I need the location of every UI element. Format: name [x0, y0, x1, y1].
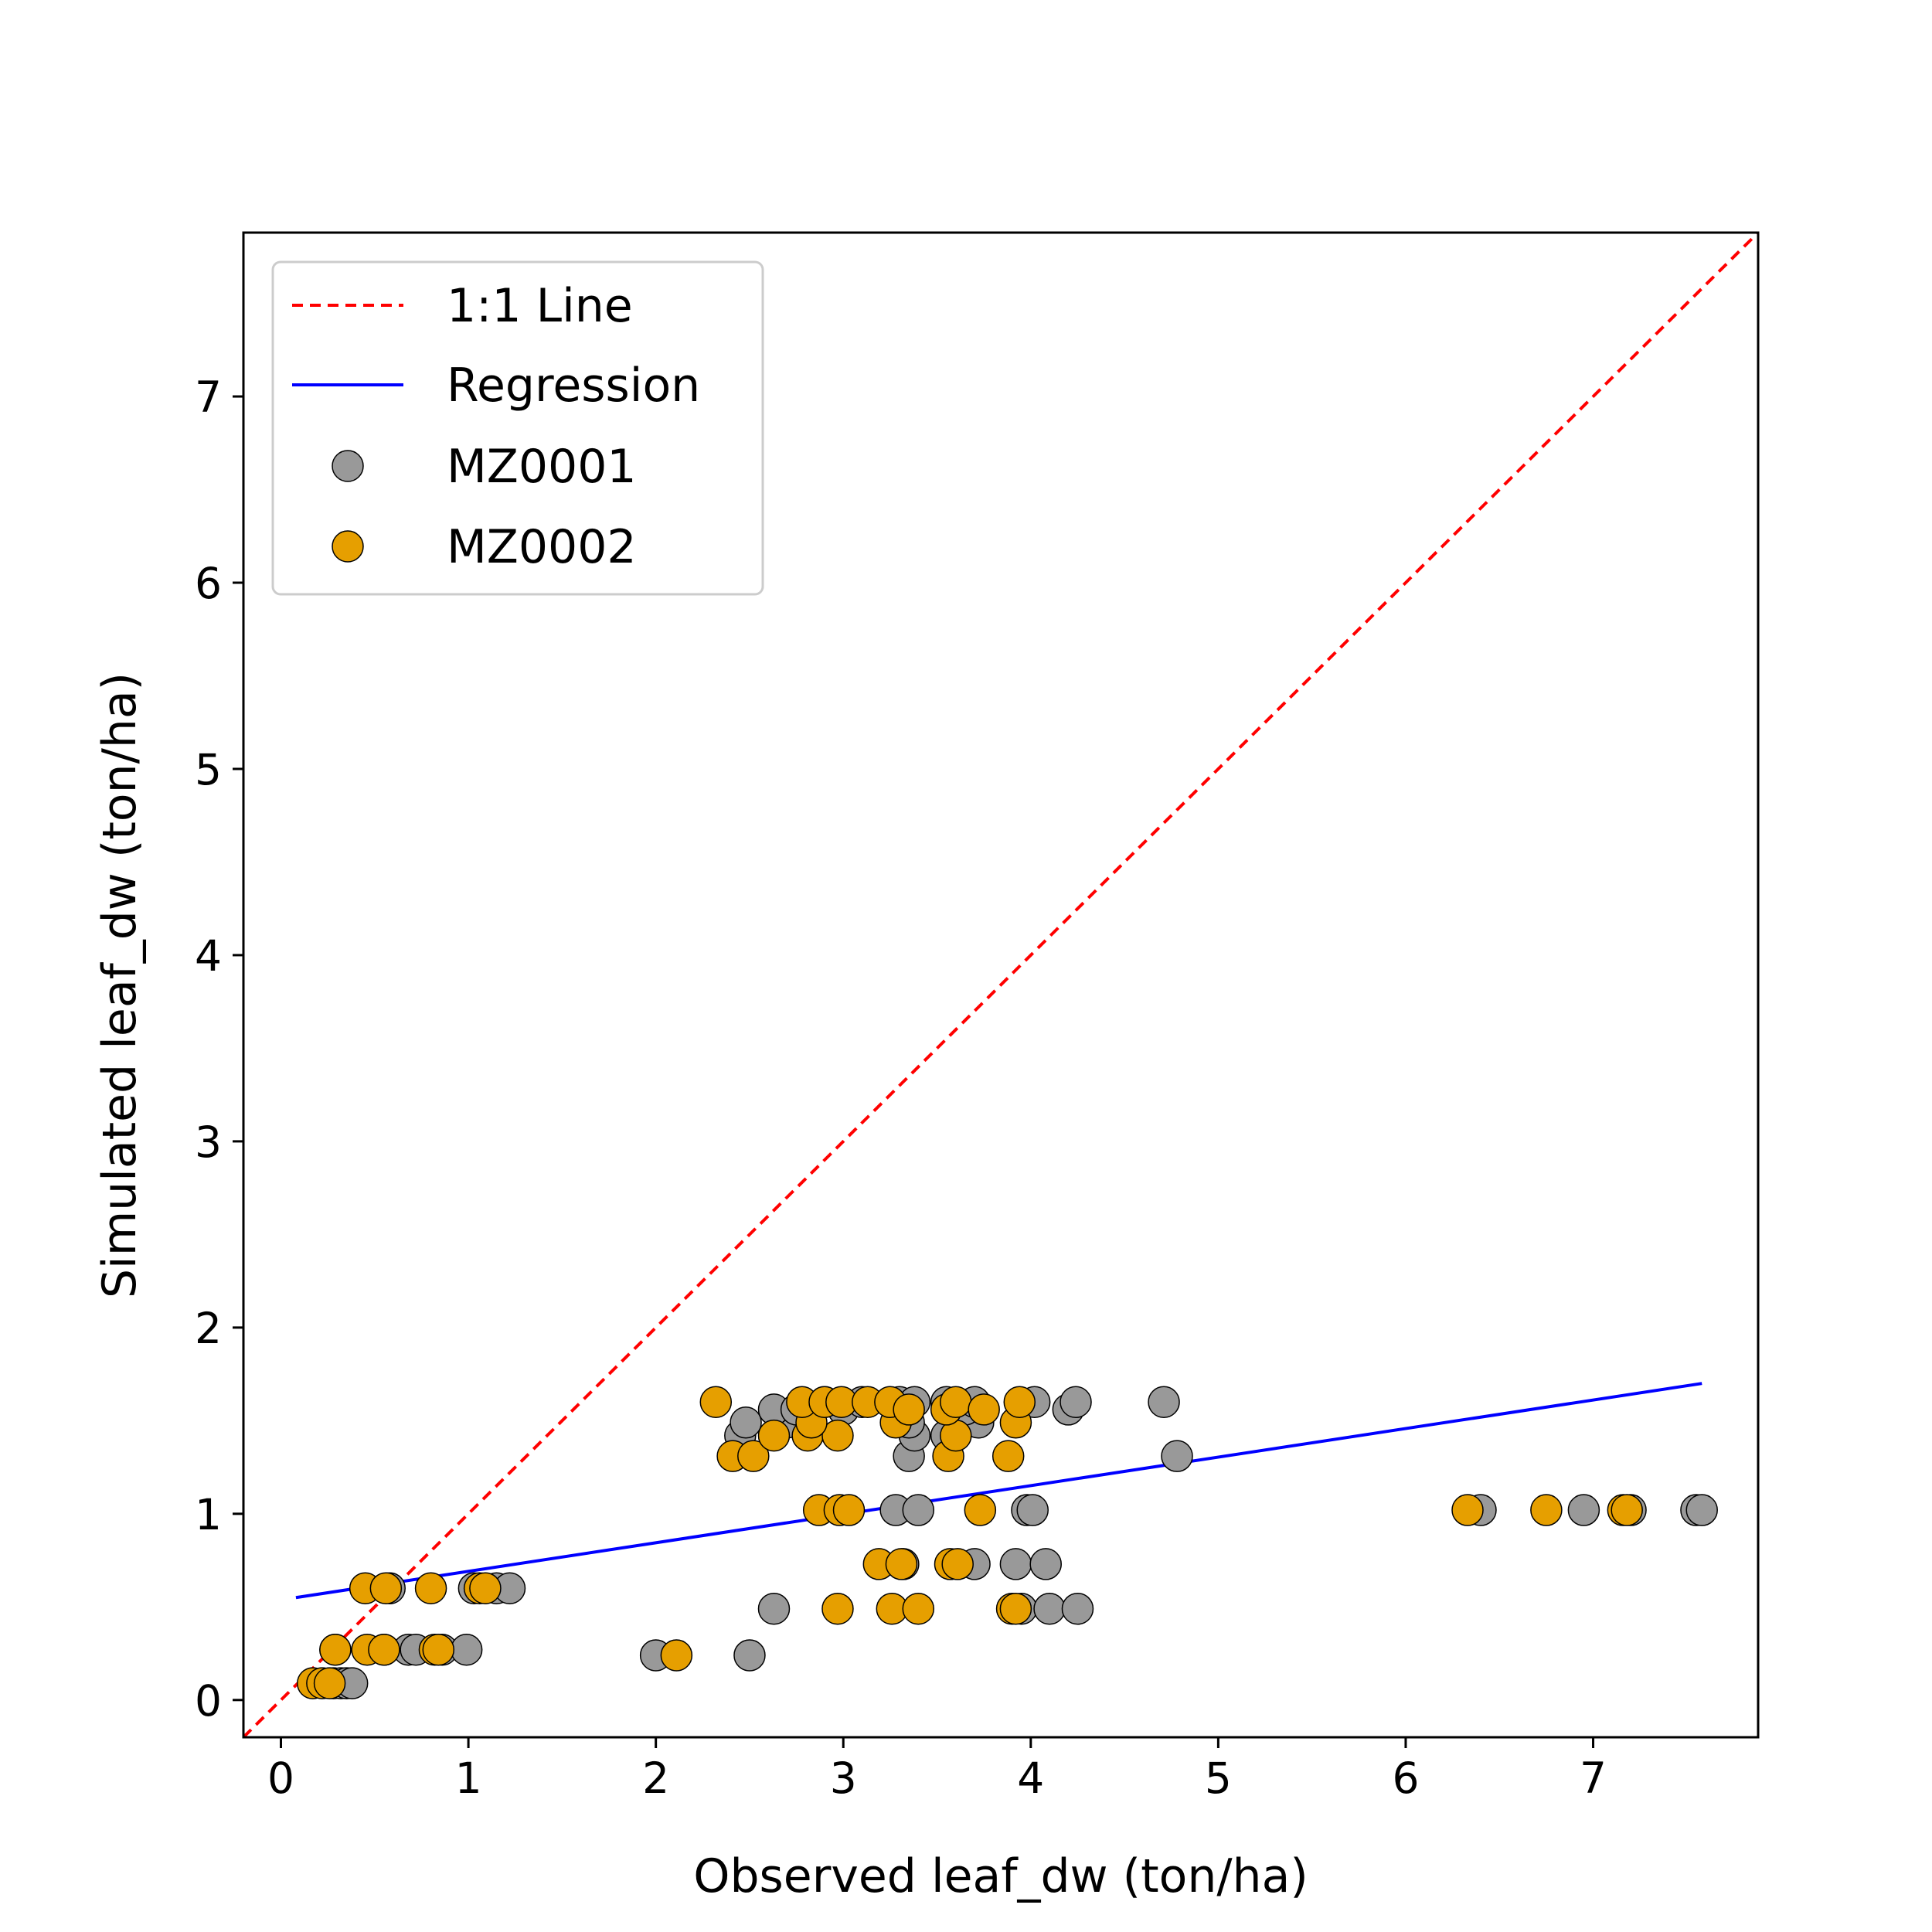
x-tick-label-3: 3 — [830, 1753, 857, 1803]
point-mz0002-18 — [999, 1592, 1032, 1625]
y-tick-label-5: 5 — [195, 745, 222, 794]
x-tick-label-5: 5 — [1205, 1753, 1232, 1803]
x-tick-label-0: 0 — [267, 1753, 294, 1803]
y-tick-label-1: 1 — [195, 1490, 222, 1539]
x-tick-label-7: 7 — [1580, 1753, 1607, 1803]
y-axis-ticks: 0 1 2 3 4 5 6 7 — [195, 372, 243, 1726]
legend-one-to-one-label: 1:1 Line — [447, 279, 633, 333]
plot-frame — [242, 231, 1760, 1739]
x-tick-label-2: 2 — [642, 1753, 669, 1803]
point-mz0001-38 — [730, 1406, 762, 1439]
point-mz0002-13 — [660, 1639, 693, 1672]
point-mz0001-29 — [1567, 1494, 1600, 1526]
point-mz0001-15 — [733, 1639, 766, 1672]
point-mz0001-55 — [1148, 1386, 1180, 1419]
point-mz0002-3 — [319, 1633, 352, 1666]
point-mz0002-7 — [422, 1633, 455, 1666]
point-mz0002-34 — [992, 1440, 1025, 1472]
y-tick-label-7: 7 — [195, 372, 222, 422]
point-mz0002-30 — [1611, 1494, 1643, 1526]
point-mz0001-23 — [1029, 1548, 1062, 1580]
y-tick-label-3: 3 — [195, 1117, 222, 1167]
point-mz0002-27 — [1451, 1494, 1484, 1526]
point-mz0002-51 — [968, 1393, 1000, 1426]
point-mz0001-19 — [1061, 1592, 1094, 1625]
point-mz0002-37 — [821, 1419, 854, 1452]
point-mz0001-18 — [1033, 1592, 1066, 1625]
legend-mz0001-label: MZ0001 — [447, 440, 637, 494]
legend-mz0002-label: MZ0002 — [447, 520, 637, 574]
y-tick-label-6: 6 — [195, 559, 222, 608]
point-mz0002-16 — [902, 1592, 935, 1625]
point-mz0001-34 — [1161, 1440, 1193, 1472]
point-mz0002-35 — [757, 1419, 791, 1452]
point-mz0002-14 — [821, 1592, 854, 1625]
y-tick-label-2: 2 — [195, 1304, 222, 1353]
x-tick-label-6: 6 — [1392, 1753, 1419, 1803]
point-mz0002-48 — [893, 1393, 925, 1426]
x-tick-label-1: 1 — [455, 1753, 482, 1803]
x-axis-label: Observed leaf_dw (ton/ha) — [693, 1849, 1308, 1903]
point-mz0001-25 — [902, 1494, 935, 1526]
point-mz0002-50 — [940, 1386, 972, 1419]
point-mz0002-26 — [964, 1494, 997, 1526]
data-points — [297, 1386, 1718, 1699]
x-tick-label-4: 4 — [1017, 1753, 1044, 1803]
y-tick-label-0: 0 — [195, 1676, 222, 1726]
legend-box — [271, 260, 764, 596]
x-axis-ticks: 0 1 2 3 4 5 6 7 — [267, 1737, 1607, 1803]
point-mz0002-9 — [369, 1572, 403, 1604]
point-mz0002-32 — [737, 1440, 770, 1472]
point-mz0002-52 — [1003, 1386, 1036, 1419]
legend-mz0001-swatch — [332, 450, 364, 482]
point-mz0002-28 — [1530, 1494, 1563, 1526]
point-mz0001-22 — [999, 1548, 1032, 1580]
point-mz0002-20 — [885, 1548, 918, 1580]
legend-regression-label: Regression — [447, 359, 700, 413]
y-axis-label: Simulated leaf_dw (ton/ha) — [93, 672, 147, 1298]
plot-area — [243, 233, 1758, 1737]
point-mz0001-9 — [450, 1633, 483, 1666]
point-mz0001-32 — [1685, 1494, 1718, 1526]
legend: 1:1 Line Regression MZ0001 MZ0002 — [271, 260, 764, 596]
point-mz0002-42 — [699, 1386, 733, 1419]
point-mz0002-2 — [313, 1667, 346, 1699]
point-mz0001-27 — [1016, 1494, 1049, 1526]
point-mz0002-12 — [469, 1572, 502, 1604]
point-mz0002-10 — [414, 1572, 447, 1604]
point-mz0001-54 — [1060, 1386, 1092, 1419]
one-to-one-line — [243, 233, 1758, 1737]
point-mz0001-16 — [757, 1592, 791, 1625]
y-tick-label-4: 4 — [195, 931, 222, 981]
regression-line — [295, 1382, 1702, 1600]
legend-mz0002-swatch — [332, 530, 364, 563]
point-mz0002-5 — [368, 1633, 400, 1666]
point-mz0002-22 — [941, 1548, 974, 1580]
point-mz0002-25 — [832, 1494, 866, 1526]
